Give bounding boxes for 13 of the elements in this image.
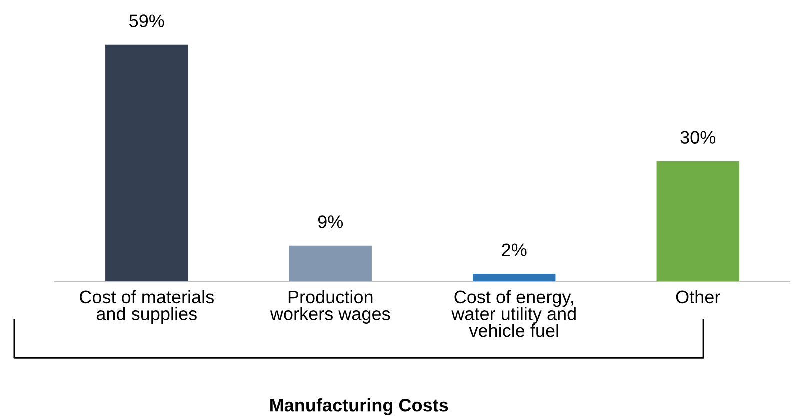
x-tick-label: Cost of materials and supplies — [80, 290, 214, 324]
x-tick-label: Other — [676, 290, 720, 304]
bar — [656, 161, 740, 282]
x-tick-label: Production workers wages — [270, 290, 390, 324]
bar — [289, 246, 372, 282]
text: Manufacturing Costs — [270, 398, 448, 416]
data-label: 30% — [680, 131, 716, 144]
x-tick-label: Cost of energy, water utility and vehicle fuel — [452, 290, 576, 338]
data-label: 59% — [130, 14, 164, 28]
bar — [106, 44, 188, 282]
data-label: 2% — [502, 244, 527, 256]
data-label: 9% — [318, 216, 344, 228]
bar — [473, 274, 556, 282]
